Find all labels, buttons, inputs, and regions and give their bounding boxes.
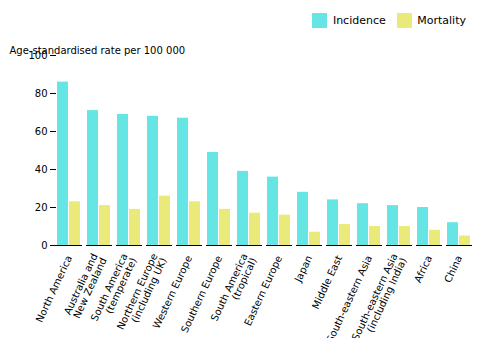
svg-text:40: 40 [35, 163, 48, 174]
svg-text:0: 0 [41, 239, 47, 250]
svg-text:Age-standardised rate per 100: Age-standardised rate per 100 000 [10, 44, 186, 55]
svg-text:60: 60 [35, 125, 48, 136]
svg-text:China: China [442, 253, 464, 284]
svg-text:Africa: Africa [412, 253, 434, 284]
svg-text:80: 80 [35, 87, 48, 98]
svg-text:20: 20 [35, 201, 48, 212]
svg-text:South-eastern Asia(including I: South-eastern Asia(including India) [350, 251, 409, 338]
svg-text:Japan: Japan [292, 253, 314, 284]
svg-text:Eastern Europe: Eastern Europe [242, 253, 284, 327]
svg-text:Middle East: Middle East [310, 253, 344, 310]
